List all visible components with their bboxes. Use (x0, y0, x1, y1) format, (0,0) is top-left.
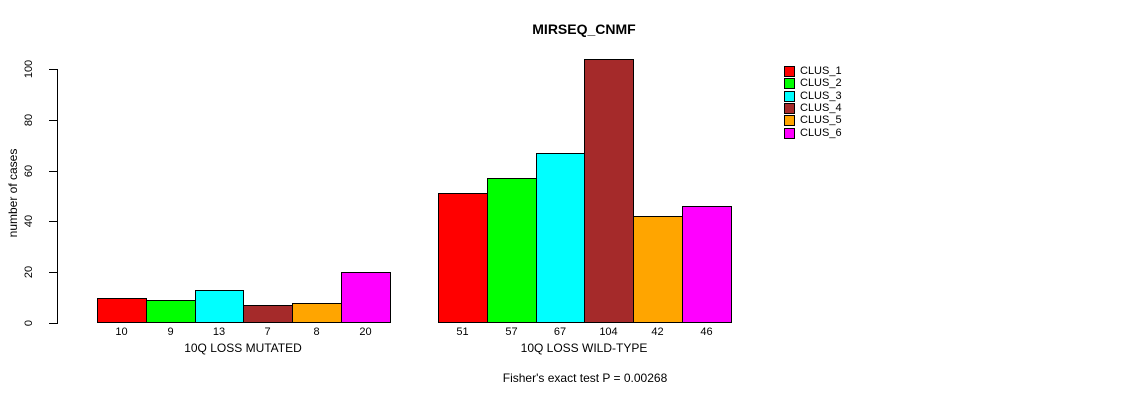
legend-label: CLUS_6 (800, 126, 842, 139)
legend-swatch (784, 115, 795, 127)
bar-clus_2 (146, 300, 196, 323)
bar-value-label: 104 (599, 326, 618, 338)
legend: CLUS_1 CLUS_2 CLUS_3 CLUS_4 CLUS_5 CLUS_6 (784, 65, 842, 140)
bar-clus_6 (341, 272, 391, 323)
legend-item: CLUS_2 (784, 77, 842, 90)
bar-value-label: 46 (700, 326, 713, 338)
legend-item: CLUS_6 (784, 127, 842, 139)
bar-clus_3 (195, 290, 244, 323)
legend-item: CLUS_3 (784, 90, 842, 102)
bar-value-label: 8 (313, 326, 320, 338)
bar-value-label: 9 (167, 326, 174, 338)
bar-value-label: 20 (359, 326, 372, 338)
legend-label: CLUS_4 (800, 102, 842, 115)
y-axis-line (57, 69, 58, 324)
chart-title: MIRSEQ_CNMF (532, 21, 636, 37)
y-tick-label: 100 (23, 59, 35, 79)
y-tick (49, 323, 57, 324)
y-tick-label: 60 (23, 164, 35, 178)
legend-item: CLUS_1 (784, 65, 842, 77)
legend-label: CLUS_3 (800, 89, 842, 102)
bar-clus_1 (97, 298, 147, 323)
group-label-mutated: 10Q LOSS MUTATED (184, 341, 302, 355)
bar-value-label: 51 (456, 326, 469, 338)
bar-clus_3 (536, 153, 585, 323)
bar-value-label: 7 (264, 326, 271, 338)
legend-swatch (784, 65, 795, 77)
fisher-annotation: Fisher's exact test P = 0.00268 (502, 371, 668, 385)
legend-item: CLUS_4 (784, 102, 842, 115)
bar-value-label: 57 (505, 326, 518, 338)
bar-clus_6 (682, 206, 732, 323)
y-tick (49, 272, 57, 273)
y-axis-label: number of cases (6, 148, 20, 238)
y-tick-label: 0 (23, 319, 35, 327)
legend-swatch (784, 78, 795, 90)
bar-value-label: 42 (651, 326, 664, 338)
bar-value-label: 67 (553, 326, 567, 338)
y-tick (49, 69, 57, 70)
legend-label: CLUS_5 (800, 114, 842, 127)
legend-item: CLUS_5 (784, 115, 842, 127)
bar-clus_5 (633, 216, 683, 323)
legend-label: CLUS_1 (800, 64, 842, 77)
y-tick (49, 221, 57, 222)
y-tick-label: 40 (23, 214, 35, 228)
bar-clus_2 (487, 178, 537, 323)
y-tick-label: 20 (23, 265, 35, 279)
legend-swatch (784, 103, 795, 115)
group-label-wildtype: 10Q LOSS WILD-TYPE (520, 341, 648, 355)
y-tick (49, 171, 57, 172)
y-tick-label: 80 (23, 113, 35, 127)
bar-clus_1 (438, 193, 488, 323)
bar-clus_4 (584, 59, 634, 323)
legend-label: CLUS_2 (800, 77, 842, 90)
y-tick (49, 120, 57, 121)
bar-clus_5 (292, 303, 342, 323)
legend-swatch (784, 127, 795, 139)
legend-swatch (784, 90, 795, 102)
bar-value-label: 13 (212, 326, 226, 338)
bar-value-label: 10 (115, 326, 128, 338)
bar-clus_4 (243, 305, 293, 323)
